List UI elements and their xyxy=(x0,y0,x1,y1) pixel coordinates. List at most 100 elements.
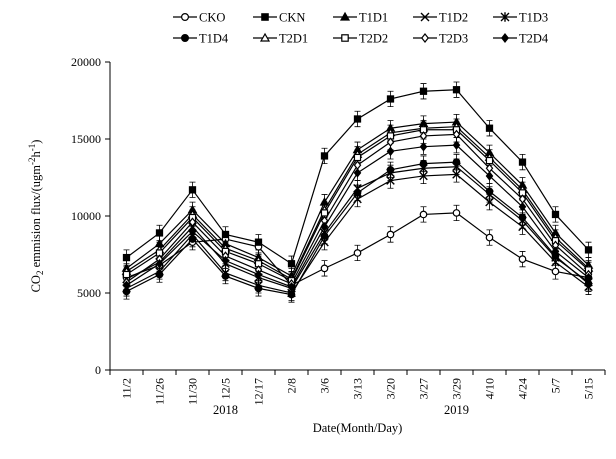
x-tick-label: 2/8 xyxy=(285,378,299,393)
data-point-cko xyxy=(485,233,494,242)
data-point-t2d4 xyxy=(386,146,395,157)
x-tick-label: 4/10 xyxy=(483,378,497,399)
x-tick-label: 12/5 xyxy=(219,378,233,399)
data-point-t2d4 xyxy=(221,255,230,266)
data-point-ckn xyxy=(155,229,164,237)
data-point-t2d3 xyxy=(188,217,197,227)
legend-marker-ckn xyxy=(261,13,269,21)
data-point-t1d4 xyxy=(485,187,494,196)
data-point-t1d4 xyxy=(320,232,329,240)
y-tick-label: 0 xyxy=(95,363,101,377)
y-tick-label: 20000 xyxy=(71,55,101,69)
data-point-cko xyxy=(320,264,329,273)
x-tick-label: 5/7 xyxy=(549,378,563,393)
year-labels: 2018 2019 xyxy=(213,403,469,417)
legend-marker-t1d1 xyxy=(339,11,351,21)
data-point-t1d2 xyxy=(353,194,362,204)
legend-label-ckn: CKN xyxy=(279,11,305,25)
data-point-t1d4 xyxy=(254,284,263,293)
legend-label-t1d2: T1D2 xyxy=(439,11,468,25)
data-point-t2d2 xyxy=(485,156,494,165)
legend-marker-t2d4 xyxy=(501,33,509,43)
year-label: 2018 xyxy=(213,403,238,417)
x-tick-label: 11/2 xyxy=(120,378,134,399)
legend-label-t1d1: T1D1 xyxy=(359,11,388,25)
x-tick-label: 3/29 xyxy=(450,378,464,399)
y-ticks: 0 5000 10000 15000 20000 xyxy=(71,55,110,377)
data-point-t2d3 xyxy=(419,131,428,141)
data-point-t2d4 xyxy=(188,226,197,237)
legend-label-t2d1: T2D1 xyxy=(279,32,308,46)
data-point-ckn xyxy=(584,246,593,254)
year-label: 2019 xyxy=(444,403,469,417)
data-point-t1d2 xyxy=(386,176,395,185)
x-tick-label: 4/24 xyxy=(516,378,530,399)
legend-label-cko: CKO xyxy=(199,11,225,25)
data-point-t1d4 xyxy=(452,158,461,166)
data-point-ckn xyxy=(188,186,197,194)
data-point-t2d4 xyxy=(254,269,263,280)
data-point-ckn xyxy=(386,95,395,103)
data-point-t1d4 xyxy=(155,270,164,279)
data-point-t2d2 xyxy=(353,153,362,162)
data-point-t1d2 xyxy=(452,170,461,179)
data-point-t1d4 xyxy=(188,235,197,243)
data-point-t2d2 xyxy=(122,270,131,279)
data-point-ckn xyxy=(122,253,131,262)
data-point-t2d3 xyxy=(386,137,395,147)
data-point-cko xyxy=(452,209,461,217)
legend-marker-t2d1 xyxy=(259,32,271,42)
y-axis-title: CO2 emmision flux/(ugm-2h-1) xyxy=(27,140,45,293)
y-tick-label: 5000 xyxy=(77,286,101,300)
legend-label-t2d4: T2D4 xyxy=(519,32,549,46)
data-point-t1d4 xyxy=(419,159,428,168)
data-point-t2d4 xyxy=(551,246,560,257)
legend-marker-t1d4 xyxy=(181,33,190,42)
data-point-ckn xyxy=(287,260,296,268)
data-point-t1d2 xyxy=(518,222,527,232)
x-tick-label: 5/15 xyxy=(582,378,596,399)
x-tick-label: 3/20 xyxy=(384,378,398,399)
x-tick-label: 3/13 xyxy=(351,378,365,399)
series-markers xyxy=(121,86,594,299)
legend-label-t2d3: T2D3 xyxy=(439,32,468,46)
data-point-ckn xyxy=(518,158,527,166)
x-tick-label: 11/26 xyxy=(153,378,167,405)
data-point-cko xyxy=(518,255,527,263)
data-point-ckn xyxy=(254,238,263,246)
x-tick-label: 3/27 xyxy=(417,378,431,399)
x-tick-label: 12/17 xyxy=(252,378,266,405)
data-point-ckn xyxy=(485,124,494,132)
x-tick-label: 11/30 xyxy=(186,378,200,405)
x-ticks: 11/2 11/26 11/30 12/5 12/17 2/8 3/6 3/13 3/20 3/2… xyxy=(109,370,606,405)
data-point-ckn xyxy=(221,230,230,239)
y-tick-label: 15000 xyxy=(71,132,101,146)
legend-marker-t2d2 xyxy=(341,34,349,42)
legend-label-t1d4: T1D4 xyxy=(199,32,229,46)
data-point-t1d4 xyxy=(221,272,230,280)
legend-label-t1d3: T1D3 xyxy=(519,11,548,25)
data-point-t2d4 xyxy=(419,141,428,152)
data-point-t2d4 xyxy=(485,171,494,181)
data-point-cko xyxy=(419,210,428,219)
data-point-t1d4 xyxy=(386,165,395,174)
data-point-ckn xyxy=(419,87,428,95)
data-point-ckn xyxy=(452,86,461,94)
data-point-t1d2 xyxy=(419,171,428,181)
x-tick-label: 3/6 xyxy=(318,378,332,393)
y-tick-label: 10000 xyxy=(71,209,101,223)
data-point-t1d4 xyxy=(518,213,527,222)
data-point-ckn xyxy=(320,152,329,160)
data-point-cko xyxy=(551,267,560,276)
legend-marker-t2d3 xyxy=(421,33,429,43)
legend-marker-t1d2 xyxy=(420,12,430,22)
data-point-t2d4 xyxy=(452,140,461,150)
data-point-t2d4 xyxy=(287,282,296,292)
legend: CKO CKN T1D1 T1D2 T1D3 T1D4 T2D1 T2D2 T2D3 T2D4 xyxy=(173,11,549,46)
data-point-ckn xyxy=(551,210,560,219)
data-point-cko xyxy=(353,249,362,257)
data-point-cko xyxy=(386,230,395,239)
data-point-t2d4 xyxy=(122,280,131,291)
